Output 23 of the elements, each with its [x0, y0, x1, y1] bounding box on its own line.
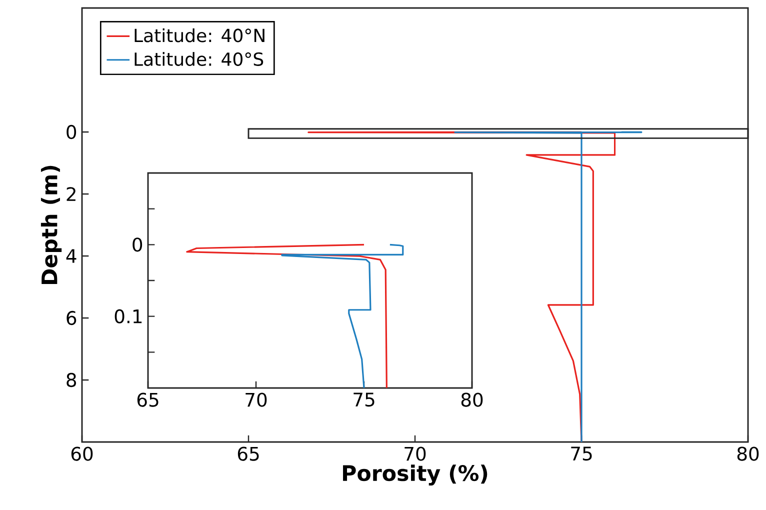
- x-tick-label: 75: [571, 446, 592, 461]
- line-series: [454, 131, 642, 442]
- y-axis-title: Depth (m): [40, 166, 62, 284]
- y-tick-label: 0: [66, 124, 76, 140]
- x-tick-label: 65: [238, 446, 259, 461]
- line-series: [281, 244, 404, 388]
- legend-label: Latitude: 40°N: [134, 28, 264, 42]
- x-tick-label: 60: [71, 446, 93, 461]
- y-tick-label: 0: [132, 238, 142, 252]
- x-tick-label: 80: [461, 392, 483, 407]
- y-tick-label: 0.1: [114, 309, 142, 324]
- x-tick-label: 70: [246, 392, 267, 407]
- x-tick-label: 65: [137, 392, 158, 407]
- y-tick-label: 4: [66, 249, 76, 263]
- legend-label: Latitude: 40°S: [134, 52, 264, 66]
- x-tick-label: 70: [404, 446, 426, 461]
- y-tick-label: 6: [66, 310, 76, 326]
- x-axis-title: Porosity (%): [343, 464, 488, 486]
- x-tick-label: 75: [354, 392, 374, 407]
- x-tick-label: 80: [737, 446, 759, 461]
- y-tick-label: 2: [66, 187, 76, 201]
- y-tick-label: 8: [66, 372, 76, 388]
- line-series: [186, 244, 388, 388]
